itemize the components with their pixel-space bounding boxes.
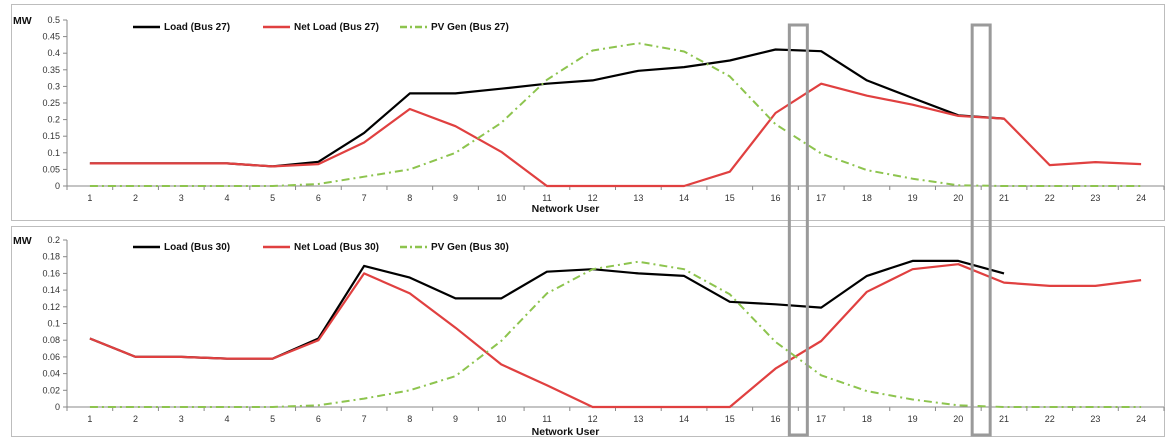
- x-tick-label: 3: [179, 193, 184, 203]
- legend-label: Net Load (Bus 27): [294, 22, 379, 33]
- y-tick-label: 0.14: [42, 285, 60, 295]
- x-tick-label: 1: [87, 414, 92, 424]
- legend-item-3: PV Gen (Bus 30): [400, 242, 509, 253]
- x-tick-label: 9: [453, 193, 458, 203]
- series-line-2: [89, 263, 1142, 409]
- x-tick-label: 1: [87, 193, 92, 203]
- x-tick-label: 24: [1136, 414, 1146, 424]
- y-tick-label: 0.2: [47, 235, 60, 245]
- legend-item-2: Net Load (Bus 27): [263, 22, 379, 33]
- y-tick-label: 0: [55, 402, 60, 412]
- x-tick-label: 23: [1090, 414, 1100, 424]
- legend-label: Load (Bus 27): [164, 22, 230, 33]
- highlight-box-2: [970, 23, 992, 437]
- x-tick-label: 5: [270, 414, 275, 424]
- y-tick-label: 0.1: [47, 319, 60, 329]
- x-tick-label: 8: [407, 193, 412, 203]
- x-tick-label: 14: [679, 414, 689, 424]
- y-tick-label: 0.5: [47, 15, 60, 25]
- legend-label: Net Load (Bus 30): [294, 242, 379, 253]
- x-tick-label: 22: [1045, 414, 1055, 424]
- x-tick-label: 13: [633, 193, 643, 203]
- y-tick-label: 0.18: [42, 252, 60, 262]
- x-tick-label: 4: [224, 193, 229, 203]
- y-tick-label: 0.1: [47, 148, 60, 158]
- x-tick-label: 19: [908, 414, 918, 424]
- y-tick-label: 0.15: [42, 131, 60, 141]
- y-tick-label: 0.08: [42, 335, 60, 345]
- y-tick-label: 0.12: [42, 302, 60, 312]
- x-axis-label: Network User: [532, 426, 600, 438]
- x-tick-label: 3: [179, 414, 184, 424]
- y-tick-label: 0.06: [42, 352, 60, 362]
- x-tick-label: 7: [362, 414, 367, 424]
- y-tick-label: 0.45: [42, 32, 60, 42]
- x-tick-label: 10: [496, 193, 506, 203]
- legend-label: Load (Bus 30): [164, 242, 230, 253]
- x-tick-label: 15: [725, 414, 735, 424]
- x-tick-label: 15: [725, 193, 735, 203]
- y-tick-label: 0: [55, 181, 60, 191]
- y-tick-label: 0.35: [42, 65, 60, 75]
- x-tick-label: 8: [407, 414, 412, 424]
- x-tick-label: 19: [908, 193, 918, 203]
- x-tick-label: 17: [816, 193, 826, 203]
- x-tick-label: 6: [316, 193, 321, 203]
- x-tick-label: 9: [453, 414, 458, 424]
- x-tick-label: 5: [270, 193, 275, 203]
- x-tick-label: 18: [862, 193, 872, 203]
- x-tick-label: 13: [633, 414, 643, 424]
- y-axis-label: MW: [13, 15, 32, 27]
- y-tick-label: 0.04: [42, 369, 60, 379]
- x-tick-label: 7: [362, 193, 367, 203]
- y-axis-label: MW: [13, 235, 32, 247]
- y-tick-label: 0.16: [42, 268, 60, 278]
- x-tick-label: 2: [133, 414, 138, 424]
- x-tick-label: 21: [999, 414, 1009, 424]
- x-tick-label: 4: [224, 414, 229, 424]
- x-tick-label: 16: [770, 193, 780, 203]
- y-tick-label: 0.4: [47, 48, 60, 58]
- x-tick-label: 23: [1090, 193, 1100, 203]
- x-tick-label: 14: [679, 193, 689, 203]
- x-tick-label: 12: [588, 414, 598, 424]
- x-tick-label: 11: [542, 414, 551, 424]
- x-tick-label: 2: [133, 193, 138, 203]
- x-tick-label: 21: [999, 193, 1009, 203]
- x-tick-label: 12: [588, 193, 598, 203]
- y-tick-label: 0.3: [47, 81, 60, 91]
- x-tick-label: 24: [1136, 193, 1146, 203]
- highlight-box-1: [787, 23, 809, 437]
- x-tick-label: 20: [953, 414, 963, 424]
- x-tick-label: 20: [953, 193, 963, 203]
- series-line-3: [89, 42, 1142, 187]
- x-tick-label: 22: [1045, 193, 1055, 203]
- legend-item-1: Load (Bus 27): [133, 22, 230, 33]
- x-tick-label: 11: [542, 193, 551, 203]
- y-tick-label: 0.02: [42, 385, 60, 395]
- x-tick-label: 10: [496, 414, 506, 424]
- legend-item-3: PV Gen (Bus 27): [400, 22, 509, 33]
- x-tick-label: 16: [770, 414, 780, 424]
- x-tick-label: 6: [316, 414, 321, 424]
- y-tick-label: 0.2: [47, 115, 60, 125]
- x-axis-label: Network User: [532, 203, 600, 215]
- y-tick-label: 0.25: [42, 98, 60, 108]
- series-line-3: [89, 260, 1142, 408]
- x-tick-label: 18: [862, 414, 872, 424]
- y-tick-label: 0.05: [42, 164, 60, 174]
- legend-label: PV Gen (Bus 30): [431, 242, 509, 253]
- legend-item-1: Load (Bus 30): [133, 242, 230, 253]
- x-tick-label: 17: [816, 414, 826, 424]
- legend-label: PV Gen (Bus 27): [431, 22, 509, 33]
- legend-item-2: Net Load (Bus 30): [263, 242, 379, 253]
- series-line-2: [89, 82, 1142, 188]
